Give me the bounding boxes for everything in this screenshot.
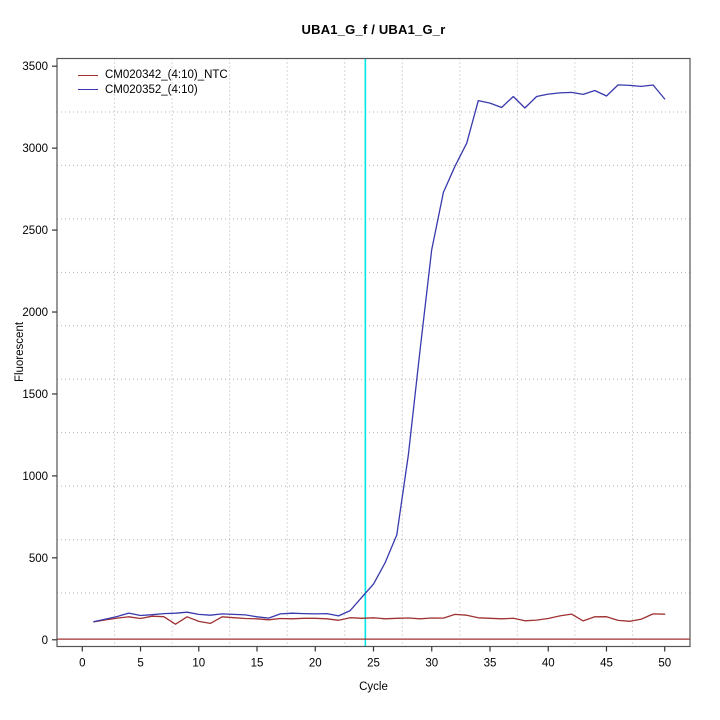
legend: CM020342_(4:10)_NTC CM020352_(4:10) [78,68,228,97]
y-tick-label: 3500 [22,61,48,73]
y-tick-label: 1000 [22,471,48,483]
x-axis-label: Cycle [359,681,388,693]
y-tick-label: 0 [42,635,48,647]
x-tick-label: 0 [79,658,85,670]
x-tick-label: 20 [309,658,322,670]
x-tick-label: 45 [600,658,613,670]
y-tick-label: 1500 [22,389,48,401]
legend-line-sample [78,89,98,91]
y-tick-label: 2000 [22,307,48,319]
x-tick-label: 10 [192,658,205,670]
x-tick-label: 25 [367,658,380,670]
legend-item-sample: CM020352_(4:10) [78,83,228,98]
chart-title: UBA1_G_f / UBA1_G_r [301,22,446,37]
plot-box [56,57,691,648]
x-tick-label: 35 [484,658,497,670]
series-sample-curve [93,84,666,623]
y-tick-label: 3000 [22,143,48,155]
x-tick-label: 30 [425,658,438,670]
legend-line-ntc [78,74,98,76]
x-tick-label: 15 [251,658,264,670]
x-tick-label: 40 [542,658,555,670]
y-tick-label: 2500 [22,225,48,237]
series-ntc-curve [93,613,666,625]
x-tick-label: 50 [658,658,671,670]
y-tick-label: 500 [29,553,48,565]
x-tick-label: 5 [137,658,143,670]
legend-label-sample: CM020352_(4:10) [105,83,198,96]
legend-item-ntc: CM020342_(4:10)_NTC [78,68,228,83]
legend-label-ntc: CM020342_(4:10)_NTC [105,69,228,82]
